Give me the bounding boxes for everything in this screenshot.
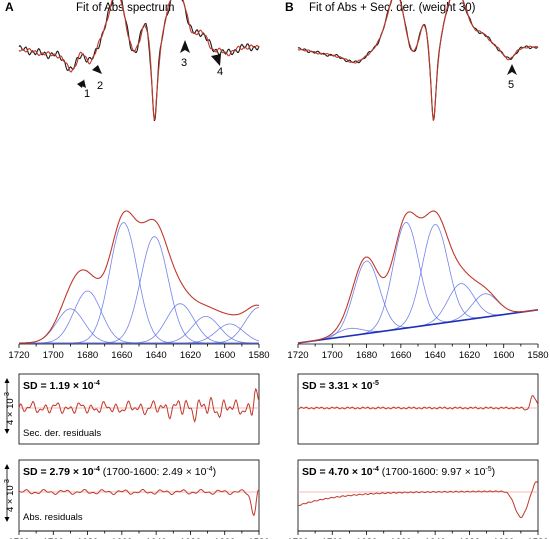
scale-bar-abs-label: 4 × 10-3 xyxy=(4,479,16,512)
absorbance-fit-plot-b xyxy=(297,210,539,344)
tick-label: 1600 xyxy=(493,350,514,361)
marker-arrow-1 xyxy=(76,79,86,88)
tick-label: 1660 xyxy=(111,537,132,539)
sec-der-residuals-label: Sec. der. residuals xyxy=(23,428,101,439)
absorbance-total-line xyxy=(19,210,260,344)
abs-residual-trace-b xyxy=(297,481,539,519)
marker-arrow-2 xyxy=(92,65,102,74)
residual-line xyxy=(18,388,260,423)
component-band-5 xyxy=(19,303,259,344)
panel-letter-a: A xyxy=(5,0,14,14)
marker-label-2: 2 xyxy=(97,80,103,92)
sec-der-fit-line xyxy=(297,0,539,121)
scale-bar-sec: 4 × 10-3 xyxy=(4,378,16,434)
tick-label: 1720 xyxy=(8,537,29,539)
sec-der-data-line xyxy=(18,0,260,122)
component-band-6 xyxy=(297,293,539,344)
tick-label: 1660 xyxy=(111,350,132,361)
abs-residuals-label: Abs. residuals xyxy=(23,512,83,523)
component-band-4 xyxy=(297,224,539,344)
absorbance-fit-plot-a xyxy=(19,210,260,344)
sd-label-sec-a: SD = 1.19 × 10-4 xyxy=(23,380,100,392)
tick-label: 1580 xyxy=(248,537,269,539)
tick-label: 1580 xyxy=(527,537,548,539)
tick-label: 1700 xyxy=(322,537,343,539)
scale-bar-abs: 4 × 10-3 xyxy=(4,464,16,522)
component-band-6 xyxy=(19,316,259,344)
component-band-8 xyxy=(19,307,260,344)
tick-label: 1720 xyxy=(287,350,308,361)
marker-label-3: 3 xyxy=(181,57,187,69)
tick-label: 1600 xyxy=(214,537,235,539)
residual-x-axis-b: 1720 1700 1680 1660 1640 1620 1600 1580 xyxy=(287,530,549,539)
sec-der-residual-trace-b xyxy=(297,394,539,411)
tick-label: 1720 xyxy=(8,350,29,361)
second-derivative-plot-a xyxy=(18,0,260,122)
tick-label: 1680 xyxy=(356,537,377,539)
tick-label: 1620 xyxy=(459,537,480,539)
absorbance-total-line xyxy=(297,210,539,344)
tick-label: 1600 xyxy=(214,350,235,361)
sd-label-abs-b: SD = 4.70 × 10-4 (1700-1600: 9.97 × 10-5… xyxy=(302,466,495,478)
tick-label: 1700 xyxy=(43,350,64,361)
sec-der-residual-trace-a xyxy=(18,388,260,423)
tick-label: 1680 xyxy=(77,537,98,539)
sec-der-fit-line xyxy=(18,0,260,121)
tick-label: 1720 xyxy=(287,537,308,539)
abs-residual-trace-a xyxy=(19,488,260,517)
panel-title-a: Fit of Abs spectrum xyxy=(76,2,174,14)
tick-label: 1680 xyxy=(356,350,377,361)
x-axis-b: 1720 1700 1680 1660 1640 1620 1600 1580 xyxy=(287,343,549,361)
marker-label-4: 4 xyxy=(217,66,223,78)
tick-label: 1580 xyxy=(527,350,548,361)
residual-line xyxy=(19,488,260,517)
marker-arrow-4 xyxy=(211,54,221,66)
component-band-4 xyxy=(19,236,259,344)
component-band-2 xyxy=(19,290,259,344)
marker-label-5: 5 xyxy=(508,79,514,91)
residual-x-axis-a: 1720 1700 1680 1660 1640 1620 1600 1580 xyxy=(8,530,270,539)
tick-label: 1600 xyxy=(493,537,514,539)
tick-label: 1640 xyxy=(425,537,446,539)
residual-line xyxy=(297,394,539,411)
tick-label: 1700 xyxy=(322,350,343,361)
tick-label: 1580 xyxy=(248,350,269,361)
scale-bar-sec-label: 4 × 10-3 xyxy=(4,392,16,425)
marker-arrow-5 xyxy=(507,64,517,75)
tick-label: 1620 xyxy=(459,350,480,361)
marker-arrow-3 xyxy=(180,40,190,53)
sec-der-data-line xyxy=(297,0,539,121)
residual-line xyxy=(297,481,539,519)
component-band-3 xyxy=(297,221,539,344)
tick-label: 1640 xyxy=(146,537,167,539)
sd-label-sec-b: SD = 3.31 × 10-5 xyxy=(302,380,379,392)
sd-label-abs-a: SD = 2.79 × 10-4 (1700-1600: 2.49 × 10-4… xyxy=(23,466,216,478)
tick-label: 1640 xyxy=(425,350,446,361)
x-axis-a: 1720 1700 1680 1660 1640 1620 1600 1580 xyxy=(8,343,270,361)
tick-label: 1660 xyxy=(390,537,411,539)
marker-label-1: 1 xyxy=(84,88,90,100)
panel-letter-b: B xyxy=(285,0,294,14)
tick-label: 1680 xyxy=(77,350,98,361)
second-derivative-plot-b xyxy=(297,0,539,121)
component-band-2 xyxy=(297,260,539,344)
tick-label: 1620 xyxy=(180,537,201,539)
sec-der-residual-box-a xyxy=(18,373,260,445)
panel-title-b: Fit of Abs + Sec. der. (weight 30) xyxy=(309,2,476,14)
tick-label: 1660 xyxy=(390,350,411,361)
tick-label: 1620 xyxy=(180,350,201,361)
tick-label: 1700 xyxy=(43,537,64,539)
baseline-line xyxy=(297,309,539,344)
tick-label: 1640 xyxy=(146,350,167,361)
